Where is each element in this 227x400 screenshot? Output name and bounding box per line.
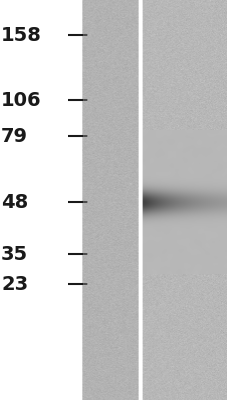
Text: 35: 35: [1, 244, 28, 264]
Text: 23: 23: [1, 274, 28, 294]
Text: 106: 106: [1, 90, 42, 110]
Text: 48: 48: [1, 192, 28, 212]
Text: 158: 158: [1, 26, 42, 45]
Text: 79: 79: [1, 126, 28, 146]
